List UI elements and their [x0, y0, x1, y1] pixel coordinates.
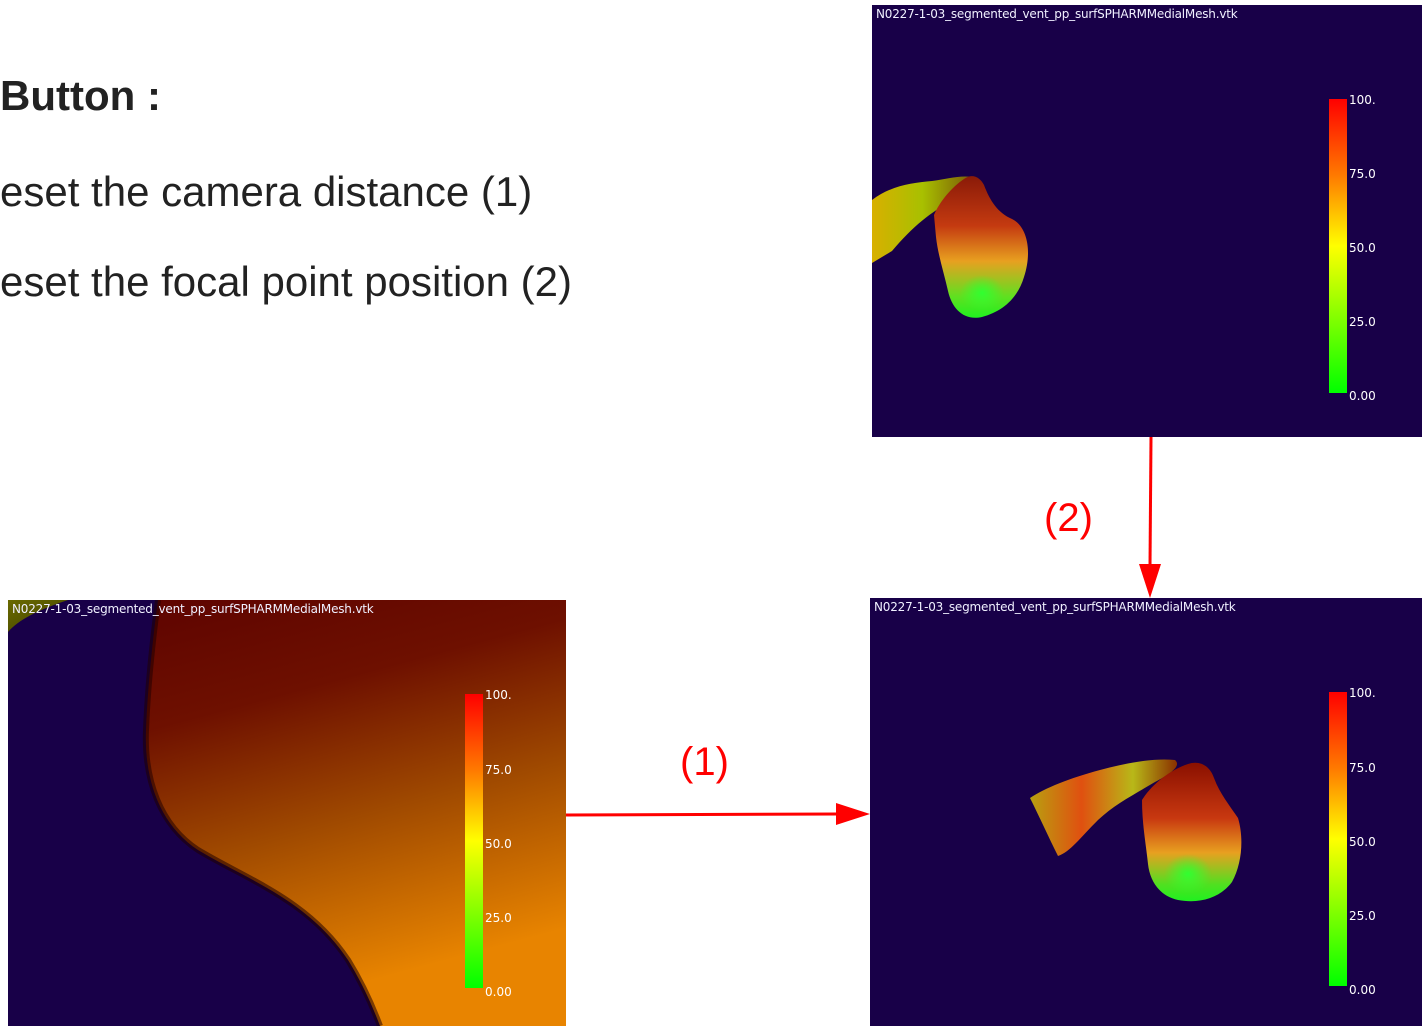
- colorbar-tick-50: 50.0: [485, 837, 512, 851]
- arrow-2-head: [1139, 564, 1161, 598]
- colorbar-tick-0: 0.00: [1349, 983, 1376, 997]
- colorbar-tick-75: 75.0: [1349, 761, 1376, 775]
- colorbar-tick-100: 100.: [1349, 686, 1376, 700]
- arrow-2-label: (2): [1044, 496, 1093, 540]
- colorbar-tick-75: 75.0: [485, 763, 512, 777]
- viewer-bottom-right[interactable]: N0227-1-03_segmented_vent_pp_surfSPHARMM…: [870, 598, 1422, 1026]
- instruction-heading: Button :: [0, 72, 161, 119]
- arrow-1-head: [836, 803, 870, 825]
- colorbar-tick-25: 25.0: [485, 911, 512, 925]
- colorbar-tick-50: 50.0: [1349, 241, 1376, 255]
- viewer-title: N0227-1-03_segmented_vent_pp_surfSPHARMM…: [876, 7, 1238, 21]
- instruction-item-camera-distance: eset the camera distance (1): [0, 168, 533, 215]
- viewer-title: N0227-1-03_segmented_vent_pp_surfSPHARMM…: [874, 600, 1236, 614]
- colorbar-tick-50: 50.0: [1349, 835, 1376, 849]
- colorbar-tick-100: 100.: [485, 688, 512, 702]
- arrow-1-line: [565, 812, 839, 817]
- colorbar-tick-0: 0.00: [1349, 389, 1376, 403]
- instruction-item-focal-point: eset the focal point position (2): [0, 258, 573, 305]
- colorbar-tick-75: 75.0: [1349, 167, 1376, 181]
- mesh-render-bottom-left: [8, 600, 566, 1026]
- colorbar-tick-25: 25.0: [1349, 315, 1376, 329]
- instruction-text-clip: Button : eset the camera distance (1) es…: [0, 70, 820, 370]
- arrow-1-label: (1): [680, 740, 729, 784]
- mesh-render-top-right: [872, 176, 1028, 318]
- viewer-top-right[interactable]: N0227-1-03_segmented_vent_pp_surfSPHARMM…: [872, 5, 1422, 437]
- colorbar-scale: [1329, 99, 1347, 393]
- viewer-bottom-left[interactable]: N0227-1-03_segmented_vent_pp_surfSPHARMM…: [8, 600, 566, 1026]
- arrow-2-line: [1148, 436, 1153, 567]
- colorbar-scale: [465, 694, 483, 988]
- colorbar-tick-0: 0.00: [485, 985, 512, 999]
- colorbar-scale: [1329, 692, 1347, 986]
- mesh-render-bottom-right: [1030, 759, 1242, 902]
- viewer-title: N0227-1-03_segmented_vent_pp_surfSPHARMM…: [12, 602, 374, 616]
- colorbar-tick-100: 100.: [1349, 93, 1376, 107]
- colorbar-tick-25: 25.0: [1349, 909, 1376, 923]
